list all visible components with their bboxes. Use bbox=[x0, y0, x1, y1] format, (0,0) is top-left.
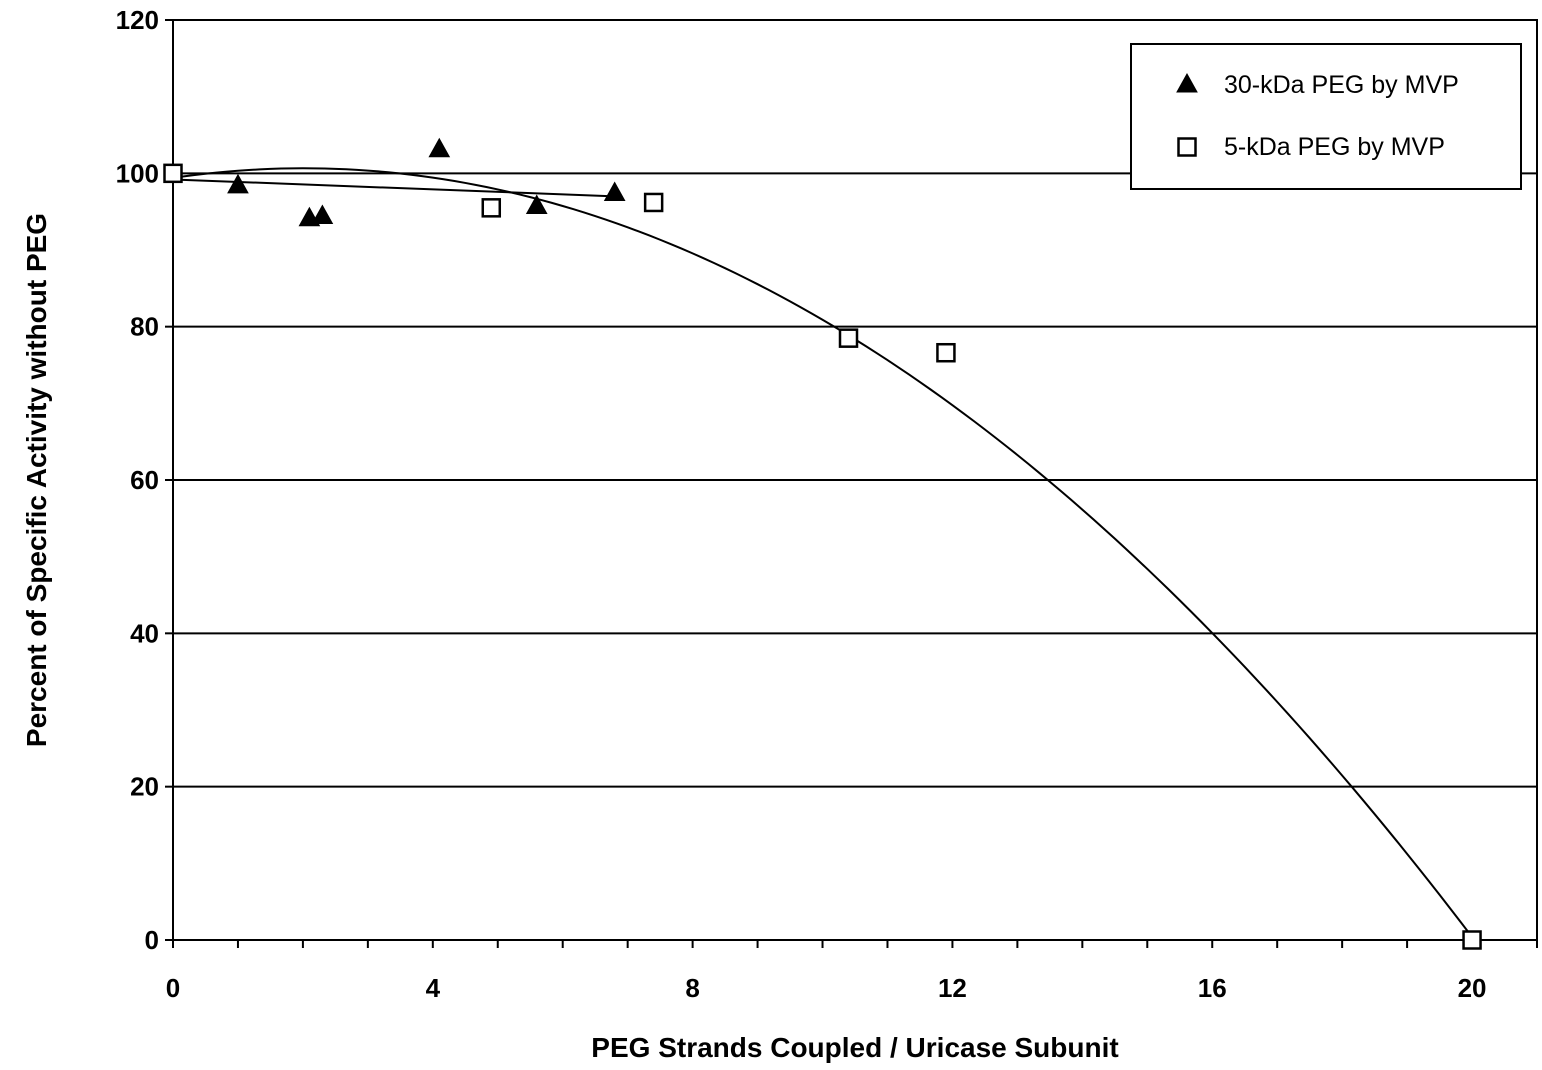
point-series2-6 bbox=[1462, 930, 1482, 950]
x-axis-title: PEG Strands Coupled / Uricase Subunit bbox=[591, 1032, 1118, 1063]
x-tick-label-8: 8 bbox=[685, 973, 699, 1003]
y-tick-label-120: 120 bbox=[116, 5, 159, 35]
axis-ticks: 0 20 40 60 80 100 120 0 4 8 12 16 20 bbox=[116, 5, 1538, 1003]
point-series1-4 bbox=[428, 137, 451, 158]
legend-box bbox=[1130, 43, 1522, 190]
point-series2-3 bbox=[643, 192, 664, 213]
x-tick-label-16: 16 bbox=[1198, 973, 1227, 1003]
x-tick-label-20: 20 bbox=[1458, 973, 1487, 1003]
y-tick-label-100: 100 bbox=[116, 158, 159, 188]
trendline-2 bbox=[172, 167, 1473, 938]
y-tick-label-40: 40 bbox=[130, 618, 159, 648]
point-series2-1 bbox=[163, 163, 183, 184]
point-series2-4 bbox=[838, 328, 859, 348]
point-series1-6 bbox=[603, 181, 626, 201]
gridlines bbox=[173, 172, 1537, 788]
y-tick-label-0: 0 bbox=[145, 925, 159, 955]
x-tick-label-12: 12 bbox=[938, 973, 967, 1003]
y-tick-label-60: 60 bbox=[130, 465, 159, 495]
point-series2-2 bbox=[481, 198, 502, 218]
y-tick-label-80: 80 bbox=[130, 312, 159, 342]
y-tick-label-20: 20 bbox=[130, 772, 159, 802]
trendlines bbox=[172, 167, 1473, 938]
legend-marker-1 bbox=[1176, 72, 1198, 93]
trendline-1 bbox=[172, 178, 615, 198]
point-series2-5 bbox=[936, 342, 956, 363]
legend: 30-kDa PEG by MVP 5-kDa PEG by MVP bbox=[1130, 43, 1522, 190]
x-tick-label-0: 0 bbox=[166, 973, 180, 1003]
point-series1-5 bbox=[525, 194, 548, 215]
y-axis-title: Percent of Specific Activity without PEG bbox=[21, 213, 52, 747]
legend-label-1: 30-kDa PEG by MVP bbox=[1224, 71, 1459, 99]
legend-label-2: 5-kDa PEG by MVP bbox=[1224, 133, 1445, 161]
point-series1-1 bbox=[227, 173, 249, 194]
point-series1-3 bbox=[311, 204, 334, 224]
x-tick-label-4: 4 bbox=[426, 973, 441, 1003]
data-points bbox=[163, 137, 1482, 950]
legend-marker-2 bbox=[1177, 137, 1197, 157]
